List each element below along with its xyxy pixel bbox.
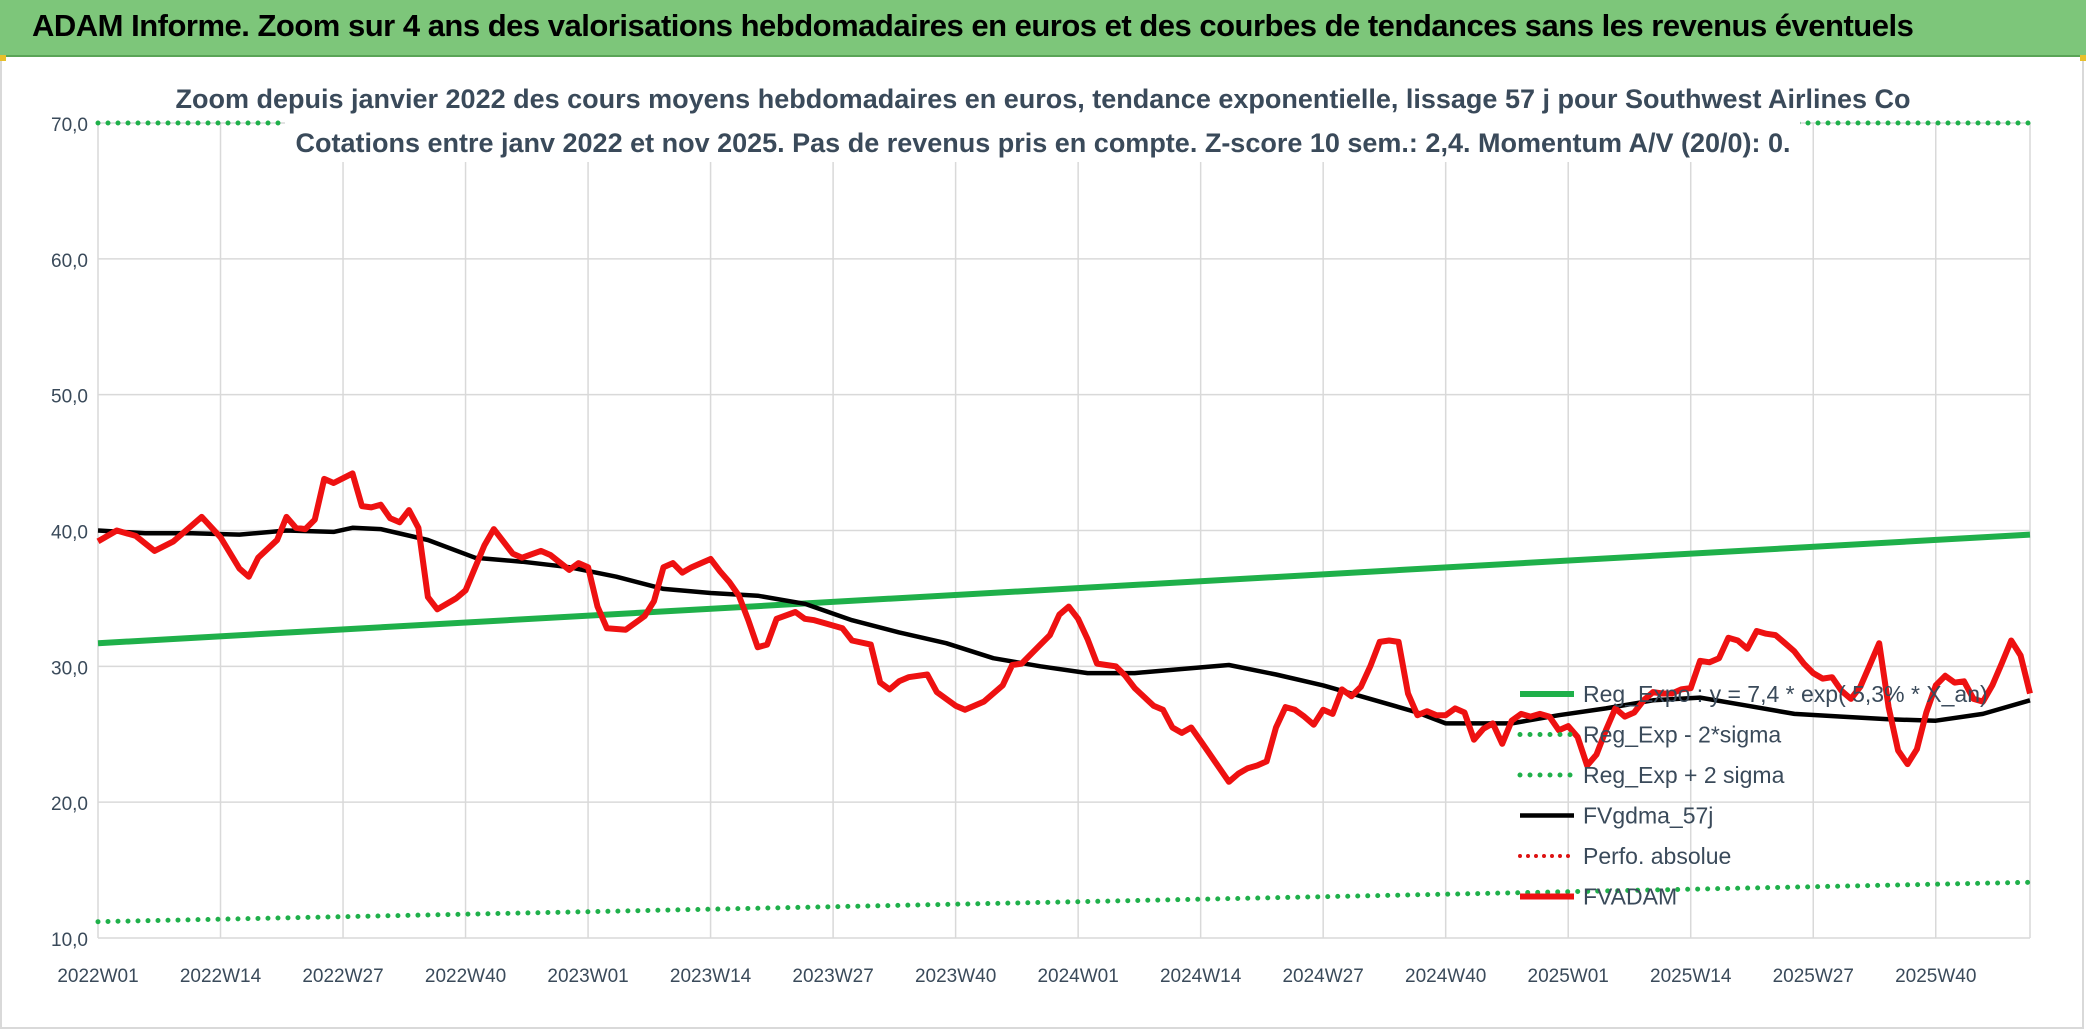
corner-mark-left — [0, 55, 6, 61]
x-tick-label: 2024W27 — [1282, 966, 1363, 987]
y-tick-label: 20,0 — [51, 794, 88, 815]
x-tick-label: 2024W14 — [1160, 966, 1242, 987]
y-tick-label: 30,0 — [51, 658, 88, 679]
report-title: ADAM Informe. Zoom sur 4 ans des valoris… — [32, 8, 1914, 43]
x-tick-label: 2023W40 — [915, 966, 996, 987]
y-tick-label: 70,0 — [51, 115, 88, 136]
legend-label-reg-exp-2-sigma: Reg_Exp - 2*sigma — [1583, 722, 1781, 748]
series-line-reg-exp-2-sigma — [95, 879, 2033, 925]
report-banner: ADAM Informe. Zoom sur 4 ans des valoris… — [0, 0, 2086, 57]
x-tick-label: 2023W01 — [547, 966, 628, 987]
series-line-fvadam — [96, 470, 2033, 785]
chart-subtitle: Cotations entre janv 2022 et nov 2025. P… — [295, 128, 1791, 158]
x-tick-label: 2022W27 — [302, 966, 383, 987]
legend-label-fvgdma-57j: FVgdma_57j — [1583, 803, 1713, 829]
legend-label-perfo-absolue: Perfo. absolue — [1583, 843, 1731, 869]
x-tick-label: 2025W01 — [1528, 966, 1609, 987]
x-tick-label: 2024W40 — [1405, 966, 1486, 987]
series-line-reg-expo-y-7-4-exp-5-3-x-an — [97, 531, 2031, 647]
corner-mark-right — [2080, 55, 2086, 61]
chart-title: Zoom depuis janvier 2022 des cours moyen… — [175, 84, 1911, 114]
y-tick-label: 60,0 — [51, 251, 88, 272]
chart-frame — [0, 57, 2084, 1029]
x-tick-label: 2023W14 — [670, 966, 752, 987]
x-tick-label: 2022W14 — [180, 966, 262, 987]
x-tick-label: 2023W27 — [792, 966, 873, 987]
legend-label-reg-expo-y-7-4-exp-5-3-x-an: Reg_Expo : y = 7,4 * exp( 5,3% * X_an) — [1583, 681, 1988, 707]
x-tick-label: 2022W40 — [425, 966, 506, 987]
y-tick-label: 10,0 — [51, 930, 88, 951]
x-tick-label: 2022W01 — [57, 966, 138, 987]
series-line-fvgdma-57j — [97, 525, 2031, 726]
x-tick-label: 2024W01 — [1037, 966, 1118, 987]
x-tick-label: 2025W14 — [1650, 966, 1732, 987]
legend-label-reg-exp-2-sigma: Reg_Exp + 2 sigma — [1583, 762, 1785, 788]
legend-label-fvadam: FVADAM — [1583, 884, 1677, 910]
title-mask — [285, 80, 1800, 162]
y-tick-label: 50,0 — [51, 387, 88, 408]
x-tick-label: 2025W40 — [1895, 966, 1976, 987]
x-tick-label: 2025W27 — [1773, 966, 1854, 987]
y-tick-label: 40,0 — [51, 523, 88, 544]
